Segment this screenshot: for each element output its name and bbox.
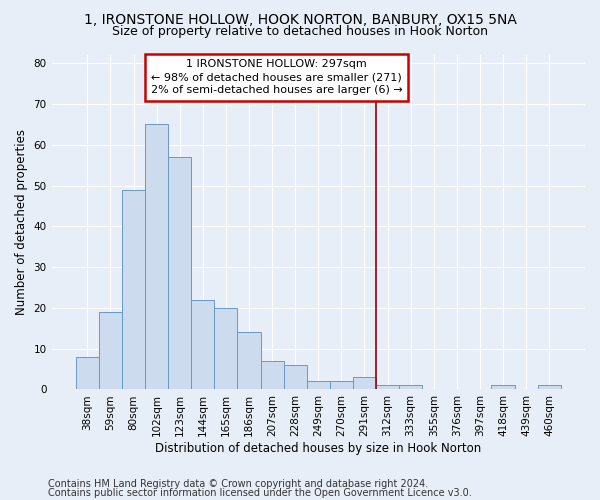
Bar [191,300,214,390]
Bar [284,365,307,390]
Text: 1 IRONSTONE HOLLOW: 297sqm
← 98% of detached houses are smaller (271)
2% of semi: 1 IRONSTONE HOLLOW: 297sqm ← 98% of deta… [151,59,403,96]
Bar [145,124,168,390]
Bar [491,386,515,390]
Bar [99,312,122,390]
X-axis label: Distribution of detached houses by size in Hook Norton: Distribution of detached houses by size … [155,442,481,455]
Bar [76,357,99,390]
Bar [538,386,561,390]
Bar [260,361,284,390]
Bar [399,386,422,390]
Text: 1, IRONSTONE HOLLOW, HOOK NORTON, BANBURY, OX15 5NA: 1, IRONSTONE HOLLOW, HOOK NORTON, BANBUR… [83,12,517,26]
Bar [307,382,330,390]
Bar [168,157,191,390]
Bar [330,382,353,390]
Bar [376,386,399,390]
Text: Contains HM Land Registry data © Crown copyright and database right 2024.: Contains HM Land Registry data © Crown c… [48,479,428,489]
Y-axis label: Number of detached properties: Number of detached properties [15,129,28,315]
Bar [353,377,376,390]
Bar [214,308,238,390]
Text: Size of property relative to detached houses in Hook Norton: Size of property relative to detached ho… [112,25,488,38]
Bar [122,190,145,390]
Text: Contains public sector information licensed under the Open Government Licence v3: Contains public sector information licen… [48,488,472,498]
Bar [238,332,260,390]
